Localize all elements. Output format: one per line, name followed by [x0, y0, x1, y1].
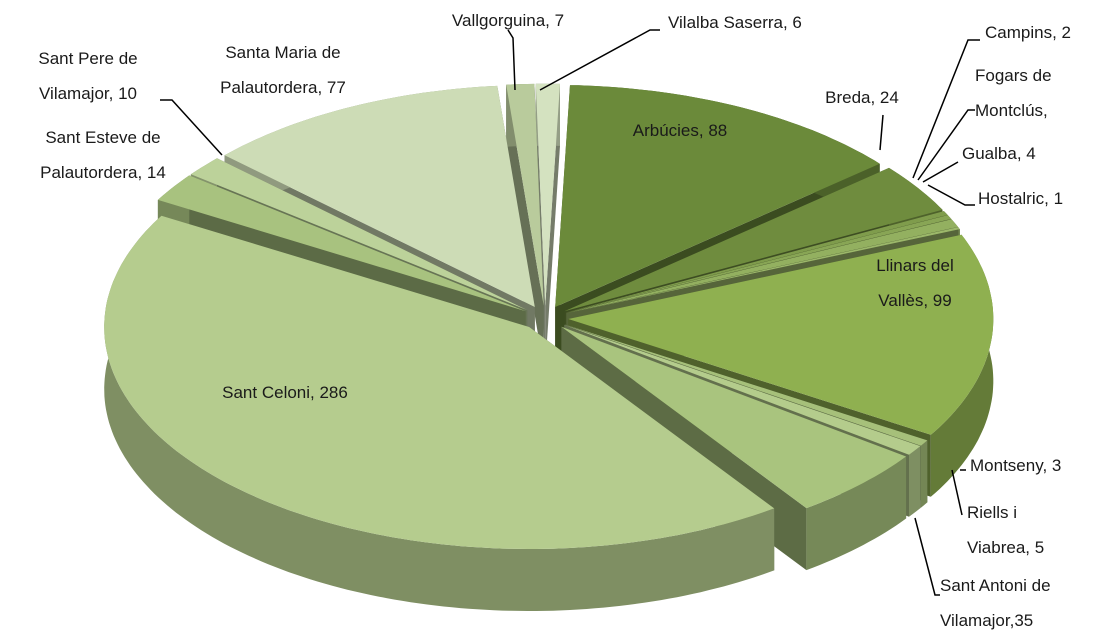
slice	[566, 227, 960, 314]
slice	[506, 83, 544, 306]
leader-line	[917, 109, 975, 181]
leader-line	[507, 29, 516, 91]
leader-line	[927, 184, 975, 206]
data-label: Arbúcies, 88	[633, 121, 728, 140]
data-label: Sant Esteve de Palautordera, 14	[40, 128, 166, 182]
data-label: Llinars del Vallès, 99	[876, 256, 954, 310]
data-label: Fogars de Montclús,	[975, 66, 1052, 120]
slice	[564, 324, 921, 455]
data-label: Sant Pere de Vilamajor, 10	[38, 49, 137, 103]
leader-line	[914, 517, 940, 596]
slice	[157, 175, 526, 312]
data-label: Sant Antoni de Vilamajor,35	[940, 576, 1051, 630]
slice	[564, 324, 928, 446]
leader-line	[912, 39, 980, 179]
data-label: Riells i Viabrea, 5	[967, 503, 1044, 557]
data-label: Sant Celoni, 286	[222, 383, 348, 402]
slice	[535, 83, 560, 306]
slice	[566, 219, 958, 313]
data-label: Gualba, 4	[962, 144, 1036, 163]
data-label: Vallgorguina, 7	[452, 11, 564, 30]
leader-line	[951, 469, 963, 516]
slice	[224, 85, 535, 308]
data-labels: Arbúcies, 88 Breda, 24 Campins, 2 Fogars de…	[38, 11, 1071, 630]
slice-side	[545, 83, 560, 368]
slice-wall	[104, 215, 775, 611]
data-label: Breda, 24	[825, 88, 899, 107]
slice	[566, 215, 952, 313]
data-label: Vilalba Saserra, 6	[668, 13, 802, 32]
slice	[561, 326, 907, 509]
leader-line	[879, 114, 884, 151]
slice-wall	[909, 446, 921, 517]
data-label: Montseny, 3	[970, 456, 1061, 475]
leader-line	[922, 161, 959, 183]
slice-wall	[806, 456, 907, 571]
leader-line	[539, 29, 660, 91]
slice-side	[506, 84, 544, 368]
data-label: Hostalric, 1	[978, 189, 1063, 208]
slice	[190, 158, 528, 311]
slice-wall	[920, 440, 928, 508]
slice	[568, 234, 994, 435]
slice	[564, 167, 943, 312]
pie-tops	[104, 83, 994, 549]
slice	[555, 85, 880, 307]
leader-lines	[160, 29, 980, 596]
slice	[565, 211, 948, 313]
data-label: Santa Maria de Palautordera, 77	[220, 43, 346, 97]
data-label: Campins, 2	[985, 23, 1071, 42]
slice	[104, 215, 775, 549]
leader-line	[160, 99, 223, 156]
